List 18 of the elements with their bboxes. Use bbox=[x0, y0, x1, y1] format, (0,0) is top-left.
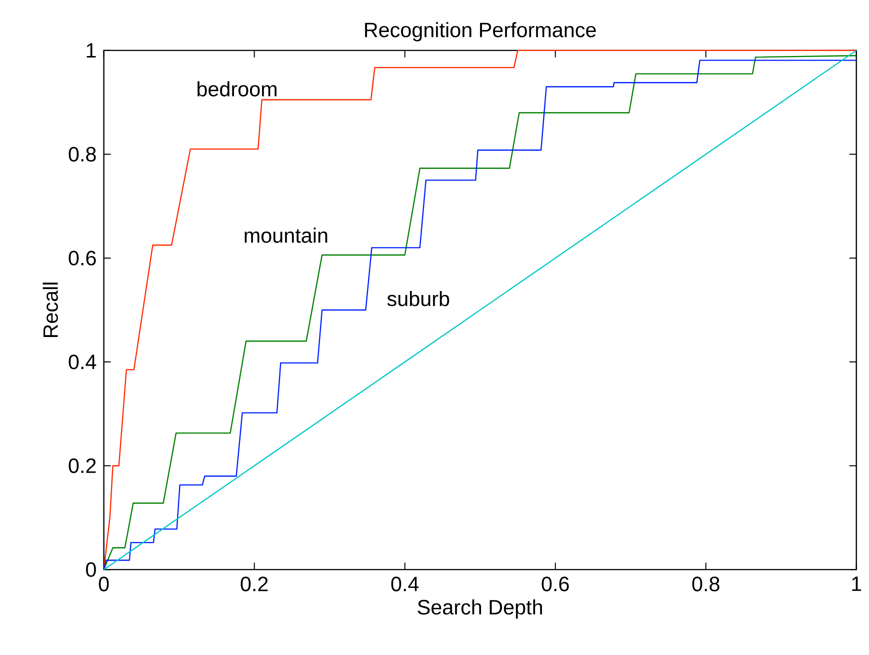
y-tick-label: 0.6 bbox=[68, 250, 96, 266]
x-tick-label: 1 bbox=[852, 576, 862, 592]
y-tick-label: 0.4 bbox=[68, 354, 96, 370]
chart-title: Recognition Performance bbox=[365, 22, 596, 42]
x-tick-label: 0.8 bbox=[692, 576, 720, 592]
x-tick-label: 0 bbox=[98, 576, 109, 592]
x-axis-title: Search Depth bbox=[418, 600, 542, 619]
x-tick-label: 0.6 bbox=[542, 576, 569, 592]
y-tick-label: 0.8 bbox=[68, 147, 96, 162]
series-label: bedroom bbox=[198, 81, 276, 97]
y-tick-label: 0 bbox=[86, 562, 96, 578]
y-axis-title: Recall bbox=[42, 282, 58, 338]
x-tick-label: 0.2 bbox=[240, 576, 268, 592]
y-tick-label: 0.2 bbox=[68, 458, 96, 474]
y-tick-label: 1 bbox=[86, 44, 96, 58]
series-label: mountain bbox=[244, 228, 328, 244]
x-tick-label: 0.4 bbox=[391, 576, 419, 592]
series-label: suburb bbox=[387, 291, 450, 306]
